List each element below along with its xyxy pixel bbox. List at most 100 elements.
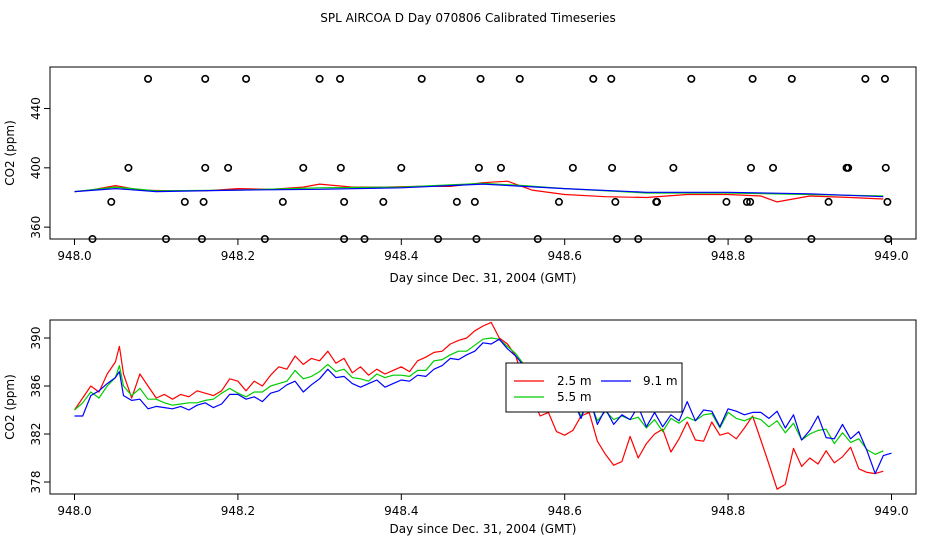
bottom-series-line-5-5-m [74, 337, 884, 455]
top-series-line-5-5-m [74, 182, 884, 197]
flag-marker [476, 74, 485, 83]
flag-marker [199, 197, 208, 206]
flag-marker [746, 197, 755, 206]
flag-marker [744, 235, 753, 244]
top-x-axis: 948.0 948.2 948.4 948.6 948.8 949.0 [57, 239, 909, 263]
bottom-y-tick-label: 378 [29, 471, 43, 494]
bottom-x-axis: 948.0 948.2 948.4 948.6 948.8 949.0 [57, 494, 909, 518]
top-y-tick-label: 440 [29, 97, 43, 120]
flag-marker [197, 235, 206, 244]
flag-marker [496, 163, 505, 172]
flag-marker [124, 163, 133, 172]
flag-marker [107, 197, 116, 206]
top-x-tick-label: 948.2 [221, 249, 255, 263]
flag-marker [379, 197, 388, 206]
page-title: SPL AIRCOA D Day 070806 Calibrated Times… [320, 11, 615, 25]
flag-marker [434, 235, 443, 244]
top-y-tick-label: 360 [29, 216, 43, 239]
legend-box [505, 362, 683, 413]
flag-marker [653, 197, 662, 206]
flag-marker [807, 235, 816, 244]
flag-marker [881, 163, 890, 172]
flag-marker [742, 197, 751, 206]
flag-marker [180, 197, 189, 206]
legend: 2.5 m 9.1 m 5.5 m [505, 362, 683, 413]
flag-marker [417, 74, 426, 83]
flag-marker [607, 74, 616, 83]
flag-marker [472, 235, 481, 244]
flag-marker [474, 163, 483, 172]
flag-marker [568, 163, 577, 172]
flag-marker [242, 74, 251, 83]
flag-marker [844, 163, 853, 172]
top-x-axis-label: Day since Dec. 31, 2004 (GMT) [390, 271, 577, 285]
flag-marker [669, 163, 678, 172]
flag-marker [554, 197, 563, 206]
top-x-tick-label: 948.0 [57, 249, 91, 263]
top-x-tick-label: 948.6 [548, 249, 582, 263]
bottom-y-axis-label: CO2 (ppm) [3, 374, 17, 440]
bottom-plot-frame [49, 319, 917, 495]
bottom-x-tick-label: 949.0 [874, 504, 908, 518]
legend-label-5-5m: 5.5 m [557, 390, 592, 404]
top-flag-markers [88, 74, 893, 244]
flag-marker [315, 74, 324, 83]
flag-marker [722, 197, 731, 206]
flag-marker [299, 163, 308, 172]
flag-marker [687, 74, 696, 83]
bottom-series-line-2-5-m [74, 321, 884, 490]
flag-marker [748, 74, 757, 83]
flag-marker [769, 163, 778, 172]
flag-marker [360, 235, 369, 244]
top-y-axis: 360 400 440 [29, 97, 50, 239]
legend-label-9-1m: 9.1 m [643, 374, 678, 388]
flag-marker [824, 197, 833, 206]
flag-marker [746, 163, 755, 172]
bottom-panel: 948.0 948.2 948.4 948.6 948.8 949.0 378 382 386… [3, 319, 917, 536]
flag-marker [861, 74, 870, 83]
bottom-y-tick-label: 390 [29, 327, 43, 350]
flag-marker [611, 197, 620, 206]
bottom-x-tick-label: 948.4 [384, 504, 418, 518]
top-x-tick-label: 948.4 [384, 249, 418, 263]
top-y-axis-label: CO2 (ppm) [3, 120, 17, 186]
flag-marker [470, 197, 479, 206]
flag-marker [634, 235, 643, 244]
flag-marker [452, 197, 461, 206]
bottom-series-group [74, 321, 892, 490]
top-panel: 948.0 948.2 948.4 948.6 948.8 949.0 360 400 440… [3, 66, 917, 285]
bottom-x-tick-label: 948.6 [548, 504, 582, 518]
flag-marker [589, 74, 598, 83]
flag-marker [340, 235, 349, 244]
flag-marker [340, 197, 349, 206]
flag-marker [884, 235, 893, 244]
bottom-series-line-9-1-m [74, 338, 892, 475]
flag-marker [787, 74, 796, 83]
top-y-tick-label: 400 [29, 156, 43, 179]
flag-marker [260, 235, 269, 244]
bottom-x-tick-label: 948.2 [221, 504, 255, 518]
flag-marker [612, 235, 621, 244]
bottom-y-tick-label: 382 [29, 423, 43, 446]
flag-marker [162, 235, 171, 244]
flag-marker [336, 74, 345, 83]
flag-marker [144, 74, 153, 83]
flag-marker [201, 163, 210, 172]
flag-marker [88, 235, 97, 244]
top-x-tick-label: 948.8 [711, 249, 745, 263]
top-series-group [74, 180, 884, 203]
flag-marker [201, 74, 210, 83]
bottom-y-axis: 378 382 386 390 [29, 327, 50, 494]
top-plot-frame [49, 66, 917, 240]
bottom-x-axis-label: Day since Dec. 31, 2004 (GMT) [390, 522, 577, 536]
legend-label-2-5m: 2.5 m [557, 374, 592, 388]
flag-marker [336, 163, 345, 172]
flag-marker [707, 235, 716, 244]
bottom-x-tick-label: 948.0 [57, 504, 91, 518]
top-series-line-9-1-m [74, 183, 884, 198]
flag-marker [224, 163, 233, 172]
flag-marker [515, 74, 524, 83]
bottom-y-tick-label: 386 [29, 375, 43, 398]
flag-marker [278, 197, 287, 206]
